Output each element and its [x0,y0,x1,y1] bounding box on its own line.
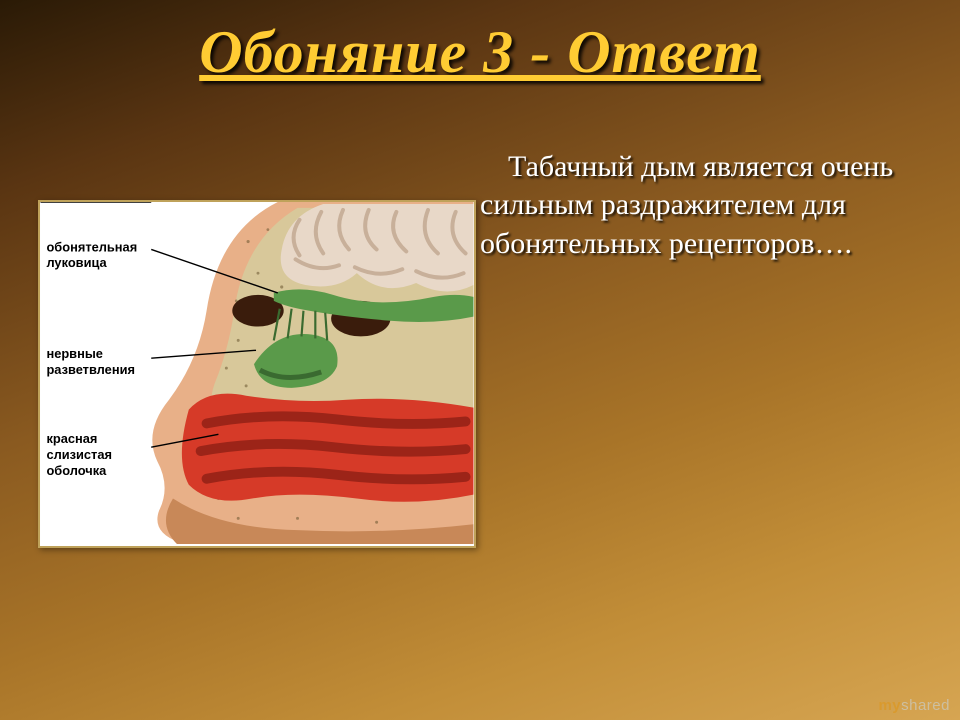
anatomy-diagram: обонятельная луковица нервные разветвлен… [38,200,476,548]
label-nerve-l1: нервные [46,346,103,361]
watermark: myshared [878,697,950,714]
label-nerve-l2: разветвления [46,362,135,377]
watermark-brand: my [878,697,901,714]
label-bulb-l1: обонятельная [46,239,137,254]
slide-body-text: Табачный дым является очень сильным разд… [480,148,920,263]
body-text-content: Табачный дым является очень сильным разд… [480,150,893,260]
slide-title: Обоняние 3 - Ответ [0,18,960,87]
anatomy-svg: обонятельная луковица нервные разветвлен… [40,202,474,546]
label-bulb-l2: луковица [46,255,107,270]
slide: Обоняние 3 - Ответ Табачный дым является… [0,0,960,720]
watermark-rest: shared [901,697,950,714]
label-mucosa-l3: оболочка [46,463,107,478]
label-mucosa-l1: красная [46,431,97,446]
label-mucosa-l2: слизистая [46,447,112,462]
